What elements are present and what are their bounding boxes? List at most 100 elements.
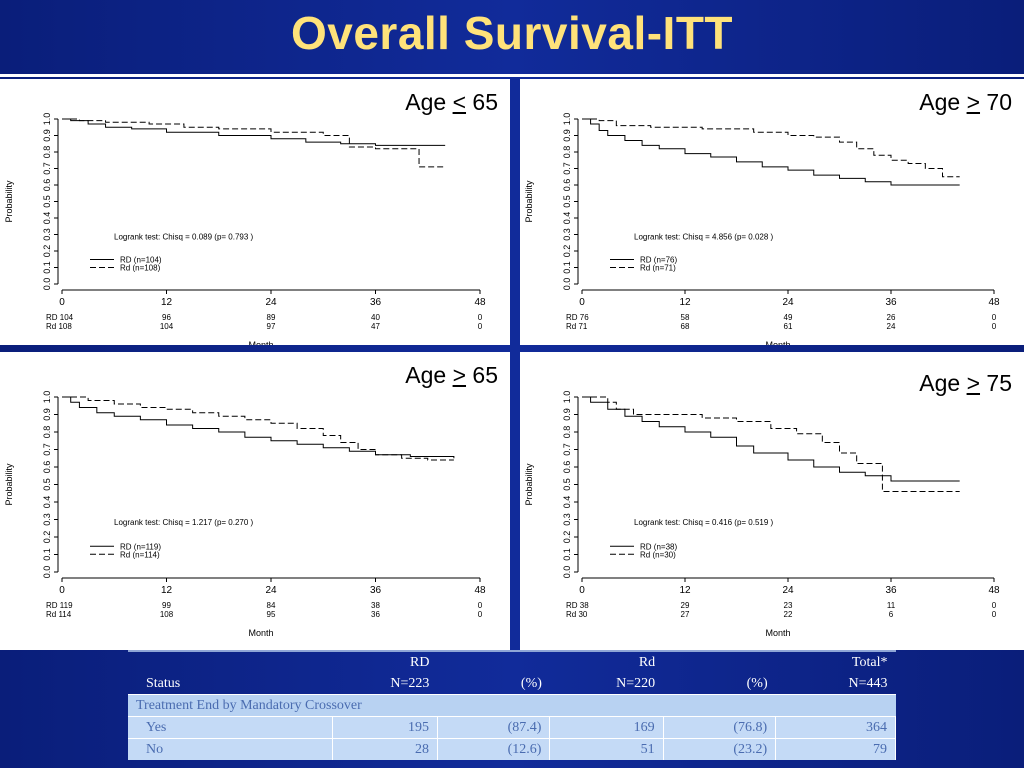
y-tick-label: 0.0 xyxy=(42,278,52,291)
y-tick-label: 0.1 xyxy=(562,548,572,561)
x-axis-label: Month xyxy=(248,340,273,345)
table-column-header-row: Status N=223 (%) N=220 (%) N=443 xyxy=(128,673,896,695)
y-tick-label: 0.9 xyxy=(42,408,52,421)
x-tick-label: 12 xyxy=(161,297,173,308)
y-tick-label: 1.0 xyxy=(562,113,572,126)
y-axis-label: Probability xyxy=(524,463,534,506)
risk-value: 49 xyxy=(784,313,793,322)
legend-label: Rd (n=114) xyxy=(120,550,160,559)
x-tick-label: 0 xyxy=(579,297,585,308)
y-tick-label: 0.1 xyxy=(42,261,52,274)
legend-label: Rd (n=30) xyxy=(640,550,676,559)
risk-value: 108 xyxy=(160,610,174,619)
y-tick-label: 0.1 xyxy=(562,261,572,274)
y-tick-label: 0.5 xyxy=(42,478,52,491)
row-label: No xyxy=(128,738,333,760)
y-tick-label: 0.8 xyxy=(562,426,572,439)
x-tick-label: 36 xyxy=(885,585,897,596)
y-tick-label: 0.7 xyxy=(562,443,572,456)
x-tick-label: 12 xyxy=(161,585,173,596)
logrank-text: Logrank test: Chisq = 1.217 (p= 0.270 ) xyxy=(114,518,254,527)
y-tick-label: 0.2 xyxy=(42,245,52,258)
x-tick-label: 24 xyxy=(782,585,794,596)
risk-value: 0 xyxy=(478,610,483,619)
y-tick-label: 1.0 xyxy=(42,391,52,404)
km-chart-age-gte-65: 0.0 0.1 0.2 0.3 0.4 0.5 0.6 0.7 0.8 0.9 1.0 Probabi… xyxy=(4,391,486,638)
y-tick-label: 0.8 xyxy=(42,426,52,439)
title-divider xyxy=(0,74,1024,77)
table-cell: 364 xyxy=(775,716,896,739)
row-label: Yes xyxy=(128,716,333,739)
y-tick-label: 0.9 xyxy=(562,408,572,421)
y-tick-label: 0.4 xyxy=(42,496,52,509)
y-tick-label: 0.6 xyxy=(562,461,572,474)
risk-row-label: Rd 114 xyxy=(46,610,72,619)
x-tick-label: 0 xyxy=(59,585,65,596)
km-chart-age-gte-75: 0.0 0.1 0.2 0.3 0.4 0.5 0.6 0.7 0.8 0.9 1.0 Probabi… xyxy=(524,391,1000,638)
panel-label: Age > 75 xyxy=(919,370,1012,396)
status-table: RD Rd Total* Status N=223 (%) N=220 (%) … xyxy=(128,650,896,760)
x-tick-label: 36 xyxy=(370,297,382,308)
risk-value: 68 xyxy=(681,322,690,331)
logrank-text: Logrank test: Chisq = 0.089 (p= 0.793 ) xyxy=(114,232,254,241)
y-tick-label: 0.3 xyxy=(42,228,52,241)
y-tick-label: 0.1 xyxy=(42,548,52,561)
survival-curve-rd-lower xyxy=(62,396,454,461)
y-tick-label: 0.7 xyxy=(42,162,52,175)
risk-value: 0 xyxy=(478,601,483,610)
y-axis-label: Probability xyxy=(4,180,14,223)
y-tick-label: 0.5 xyxy=(42,195,52,208)
risk-value: 0 xyxy=(478,313,483,322)
survival-curve-rd xyxy=(62,396,455,459)
km-panel-age-gte-65: 0.0 0.1 0.2 0.3 0.4 0.5 0.6 0.7 0.8 0.9 1.0 Probabi… xyxy=(0,352,510,650)
table-cell: 28 xyxy=(332,738,438,760)
risk-value: 84 xyxy=(267,601,276,610)
y-axis-label: Probability xyxy=(4,463,14,506)
slide-title: Overall Survival-ITT xyxy=(290,7,734,59)
logrank-text: Logrank test: Chisq = 0.416 (p= 0.519 ) xyxy=(634,518,774,527)
group-header-rd: RD xyxy=(409,654,430,670)
risk-value: 95 xyxy=(267,610,276,619)
risk-value: 0 xyxy=(992,601,997,610)
km-panel-age-gte-75: 0.0 0.1 0.2 0.3 0.4 0.5 0.6 0.7 0.8 0.9 1.0 Probabi… xyxy=(520,352,1024,650)
risk-value: 40 xyxy=(371,313,380,322)
x-tick-label: 24 xyxy=(265,585,277,596)
y-tick-label: 0.0 xyxy=(562,566,572,579)
table-cell: 79 xyxy=(775,738,896,760)
risk-value: 0 xyxy=(992,322,997,331)
status-table-container: RD Rd Total* Status N=223 (%) N=220 (%) … xyxy=(128,650,896,768)
survival-curve-rd-lower xyxy=(62,118,446,168)
table-row: No 28 (12.6) 51 (23.2) 79 xyxy=(128,738,896,760)
legend-label: RD (n=76) xyxy=(640,256,677,265)
y-tick-label: 0.3 xyxy=(562,228,572,241)
y-tick-label: 1.0 xyxy=(42,113,52,126)
legend-label: Rd (n=108) xyxy=(120,264,161,273)
risk-value: 27 xyxy=(681,610,690,619)
risk-value: 97 xyxy=(267,322,276,331)
y-tick-label: 0.3 xyxy=(562,513,572,526)
group-header-total: Total* xyxy=(851,654,888,670)
risk-value: 6 xyxy=(889,610,894,619)
x-tick-label: 12 xyxy=(679,585,691,596)
survival-curve-rd-lower xyxy=(582,396,960,492)
risk-value: 0 xyxy=(992,313,997,322)
x-tick-label: 48 xyxy=(474,297,486,308)
table-cell: (87.4) xyxy=(437,716,551,739)
risk-value: 22 xyxy=(784,610,793,619)
table-cell: 195 xyxy=(332,716,438,739)
y-axis-label: Probability xyxy=(524,180,534,223)
survival-curve-rd xyxy=(582,396,960,482)
survival-curve-rd-lower xyxy=(582,118,960,178)
risk-value: 0 xyxy=(478,322,483,331)
section-label: Treatment End by Mandatory Crossover xyxy=(128,694,896,717)
y-tick-label: 0.3 xyxy=(42,513,52,526)
col-header-status: Status xyxy=(146,675,181,691)
risk-value: 89 xyxy=(267,313,276,322)
risk-value: 24 xyxy=(887,322,896,331)
x-tick-label: 36 xyxy=(370,585,382,596)
y-tick-label: 0.7 xyxy=(42,443,52,456)
x-tick-label: 24 xyxy=(265,297,277,308)
risk-row-label: RD 104 xyxy=(46,313,74,322)
risk-row-label: Rd 71 xyxy=(566,322,588,331)
y-tick-label: 0.7 xyxy=(562,162,572,175)
